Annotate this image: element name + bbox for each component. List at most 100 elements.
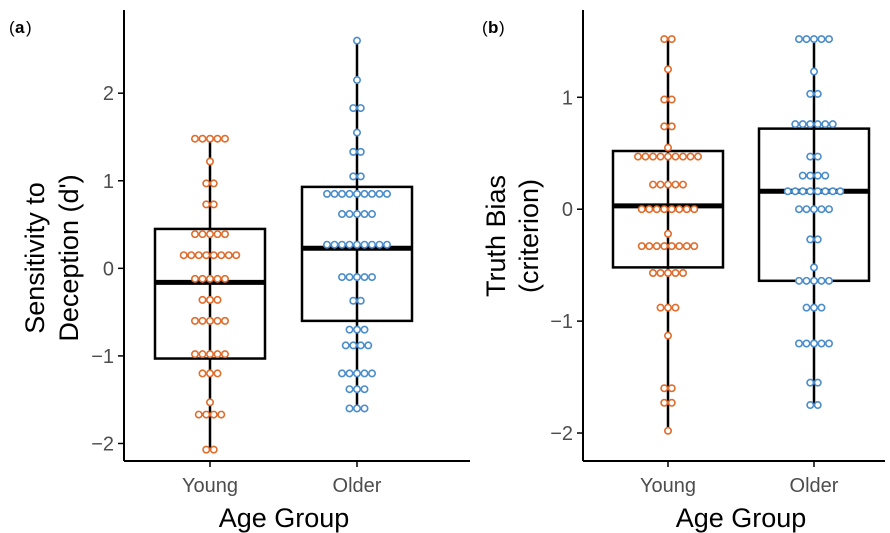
panel-b-point-young [645, 242, 654, 251]
panel-a-point-older [382, 189, 391, 198]
panel-a-point-older [345, 385, 354, 394]
panel-b-point-young [648, 180, 657, 189]
panel-a-point-young [202, 251, 211, 260]
panel-b-ytick-label: 0 [562, 199, 573, 221]
panel-b-point-older [809, 276, 818, 285]
panel-b-point-young [663, 229, 672, 238]
panel-a-point-young [221, 230, 230, 239]
panel-b-point-older [802, 205, 811, 214]
panel-b-point-young [633, 152, 642, 161]
panel-a-xtick-label: Young [182, 475, 238, 497]
panel-b-xlabel: Age Group [676, 503, 807, 533]
panel-b-point-young [660, 384, 669, 393]
panel-b-point-young [656, 303, 665, 312]
panel-b-point-older [813, 401, 822, 410]
panel-b-point-young [656, 180, 665, 189]
panel-a-point-older [356, 341, 365, 350]
panel-a-point-young [198, 350, 207, 359]
panel-a-point-older [352, 385, 361, 394]
panel-a-point-older [345, 240, 354, 249]
panel-b-point-older [806, 235, 815, 244]
panel-a-point-older [352, 369, 361, 378]
panel-a-point-older [352, 404, 361, 413]
panel-a-point-older [356, 147, 365, 156]
panel-b-point-older [806, 378, 815, 387]
panel-b-point-young [652, 242, 661, 251]
panel-b-point-older [809, 205, 818, 214]
panel-a-point-older [349, 172, 358, 181]
panel-a-point-older [337, 240, 346, 249]
panel-a-point-older [337, 273, 346, 282]
panel-b-point-young [690, 205, 699, 214]
panel-b-point-young [660, 95, 669, 104]
panel-a-point-older [337, 189, 346, 198]
panel-b-point-young [641, 152, 650, 161]
panel-a-point-young [202, 445, 211, 454]
panel-a-point-older [322, 189, 331, 198]
panel-a-point-young [187, 251, 196, 260]
panel-b-point-young [682, 205, 691, 214]
panel-a-point-young [198, 274, 207, 283]
panel-b-label: b [488, 18, 498, 37]
panel-b-point-older [821, 187, 830, 196]
panel-b-point-young [667, 398, 676, 407]
panel-b-point-young [682, 242, 691, 251]
panel-a-point-young [206, 230, 215, 239]
panel-a-point-young [191, 134, 200, 143]
panel-a-point-older [345, 210, 354, 219]
panel-a-point-young [221, 274, 230, 283]
panel-a-point-older [345, 369, 354, 378]
panel-a-plot: −2 −1 0 1 2 Young Older [91, 10, 470, 497]
panel-b-point-young [660, 122, 669, 131]
panel-a-point-young [213, 274, 222, 283]
panel-a-point-older [367, 210, 376, 219]
panel-b-point-older [798, 120, 807, 129]
panel-a-point-older [352, 189, 361, 198]
panel-a-ylabel-line1: Sensitivity to [20, 182, 50, 334]
panel-b-point-young [648, 152, 657, 161]
panel-a-ytick-label: −1 [91, 346, 114, 368]
panel-b-point-young [637, 242, 646, 251]
panel-a-point-young [179, 251, 188, 260]
panel-b-point-older [813, 120, 822, 129]
panel-b-point-older [802, 35, 811, 44]
panel-b-point-young [660, 35, 669, 44]
panel-a-point-young [198, 134, 207, 143]
panel-a-point-older [356, 104, 365, 113]
panel-a-point-older [367, 273, 376, 282]
panel-a-ytick-label: −2 [91, 433, 114, 455]
panel-a-ytick-label: 0 [103, 258, 114, 280]
panel-b-point-older [809, 263, 818, 272]
panel-a-point-older [352, 273, 361, 282]
panel-b-point-young [671, 180, 680, 189]
panel-a-point-older [349, 104, 358, 113]
panel-b-plot: −2 −1 0 1 Young Older [550, 10, 885, 497]
panel-a-point-young [206, 157, 215, 166]
panel-b-point-young [637, 205, 646, 214]
panel-b-point-young [675, 242, 684, 251]
panel-b-ytick-label: −1 [550, 311, 573, 333]
panel-b-point-young [667, 205, 676, 214]
panel-b-point-young [663, 426, 672, 435]
panel-a-point-older [337, 210, 346, 219]
panel-b-point-young [656, 152, 665, 161]
panel-a-ytick-label: 2 [103, 83, 114, 105]
panel-a-point-older [352, 240, 361, 249]
panel-a-point-older [375, 240, 384, 249]
panel-a-point-young [213, 230, 222, 239]
panel-b-point-young [660, 242, 669, 251]
panel-a-point-young [191, 274, 200, 283]
panel-b-point-older [821, 171, 830, 180]
panel-b-point-young [660, 398, 669, 407]
panel-a-point-older [360, 325, 369, 334]
panel-a-label: a [15, 18, 25, 37]
panel-b-point-older [794, 339, 803, 348]
panel-b-point-young [686, 152, 695, 161]
panel-a-point-young [206, 398, 215, 407]
panel-a-point-young [194, 251, 203, 260]
panel-b-point-young [671, 303, 680, 312]
panel-b-point-older [828, 120, 837, 129]
panel-b-point-older [828, 187, 837, 196]
panel-a-point-older [352, 76, 361, 85]
panel-b-point-young [678, 268, 687, 277]
